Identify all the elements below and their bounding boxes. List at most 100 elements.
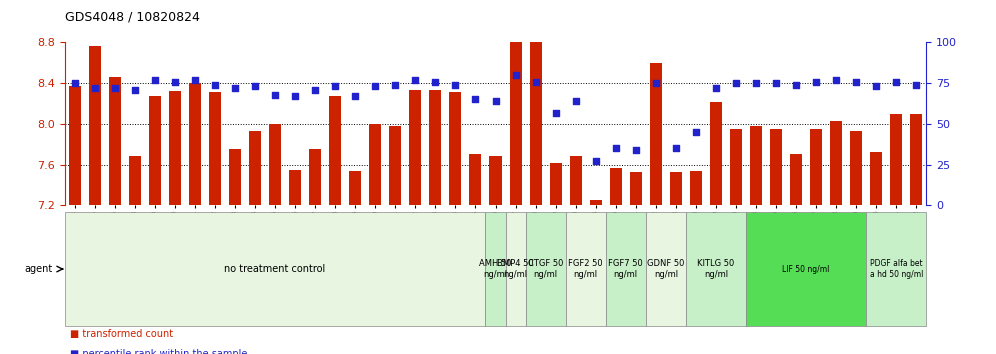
Bar [570, 156, 582, 205]
Bar [148, 96, 161, 205]
Bar [289, 170, 301, 205]
Bar [890, 114, 902, 205]
Bar [370, 124, 381, 205]
Point [688, 129, 704, 135]
Point [107, 85, 123, 91]
Bar [109, 77, 121, 205]
Text: GDS4048 / 10820824: GDS4048 / 10820824 [65, 11, 199, 24]
Bar [550, 162, 562, 205]
Bar [189, 83, 201, 205]
Bar [590, 200, 602, 205]
Bar [169, 91, 181, 205]
Point [368, 84, 383, 89]
Bar [269, 124, 281, 205]
Point [67, 80, 83, 86]
Point [167, 79, 183, 84]
Bar [690, 171, 702, 205]
Point [447, 82, 463, 88]
Point [207, 82, 223, 88]
Point [427, 79, 443, 84]
Point [768, 80, 784, 86]
Point [668, 145, 684, 151]
Text: LIF 50 ng/ml: LIF 50 ng/ml [783, 264, 830, 274]
Bar [510, 42, 522, 205]
Bar [649, 63, 661, 205]
Bar [910, 114, 922, 205]
Text: PDGF alfa bet
a hd 50 ng/ml: PDGF alfa bet a hd 50 ng/ml [870, 259, 923, 279]
Point [788, 82, 804, 88]
Bar [790, 154, 802, 205]
Point [608, 145, 623, 151]
Bar [449, 92, 461, 205]
Bar [730, 129, 742, 205]
Point [808, 79, 824, 84]
Bar [851, 131, 863, 205]
Text: KITLG 50
ng/ml: KITLG 50 ng/ml [697, 259, 734, 279]
Text: GDNF 50
ng/ml: GDNF 50 ng/ml [647, 259, 684, 279]
Point [147, 77, 163, 83]
Bar [69, 86, 81, 205]
Bar [209, 92, 221, 205]
Point [307, 87, 323, 92]
Bar [309, 149, 321, 205]
Point [348, 93, 364, 99]
Text: FGF2 50
ng/ml: FGF2 50 ng/ml [569, 259, 603, 279]
Bar [350, 171, 362, 205]
Text: AMH 50
ng/ml: AMH 50 ng/ml [479, 259, 512, 279]
Point [568, 98, 584, 104]
Bar [830, 121, 843, 205]
Bar [489, 156, 502, 205]
Bar [429, 90, 441, 205]
Point [328, 84, 344, 89]
Point [87, 85, 103, 91]
Point [126, 87, 142, 92]
Point [708, 85, 724, 91]
Point [869, 84, 884, 89]
Bar [530, 40, 542, 205]
Point [187, 77, 203, 83]
Point [528, 79, 544, 84]
Bar [389, 126, 401, 205]
Bar [469, 154, 481, 205]
Point [227, 85, 243, 91]
Text: no treatment control: no treatment control [224, 264, 326, 274]
Bar [629, 172, 641, 205]
Point [488, 98, 503, 104]
Bar [229, 149, 241, 205]
Point [548, 110, 564, 115]
Point [588, 159, 604, 164]
Text: CTGF 50
ng/ml: CTGF 50 ng/ml [528, 259, 564, 279]
Point [908, 82, 924, 88]
Bar [770, 129, 782, 205]
Text: agent: agent [25, 264, 53, 274]
Bar [610, 168, 622, 205]
Point [467, 97, 483, 102]
Text: ■ transformed count: ■ transformed count [70, 329, 173, 339]
Text: ■ percentile rank within the sample: ■ percentile rank within the sample [70, 349, 247, 354]
Bar [810, 129, 822, 205]
Bar [710, 102, 722, 205]
Bar [750, 126, 762, 205]
Text: BMP4 50
ng/ml: BMP4 50 ng/ml [497, 259, 534, 279]
Point [748, 80, 764, 86]
Text: FGF7 50
ng/ml: FGF7 50 ng/ml [609, 259, 643, 279]
Point [728, 80, 744, 86]
Bar [409, 90, 421, 205]
Point [627, 147, 643, 153]
Bar [670, 172, 682, 205]
Point [828, 77, 844, 83]
Bar [871, 153, 882, 205]
Bar [249, 131, 261, 205]
Point [888, 79, 904, 84]
Bar [128, 156, 140, 205]
Point [407, 77, 423, 83]
Point [387, 82, 403, 88]
Bar [330, 96, 342, 205]
Point [849, 79, 865, 84]
Point [287, 93, 303, 99]
Point [267, 92, 283, 97]
Point [647, 80, 663, 86]
Bar [89, 46, 101, 205]
Point [508, 72, 524, 78]
Point [247, 84, 263, 89]
